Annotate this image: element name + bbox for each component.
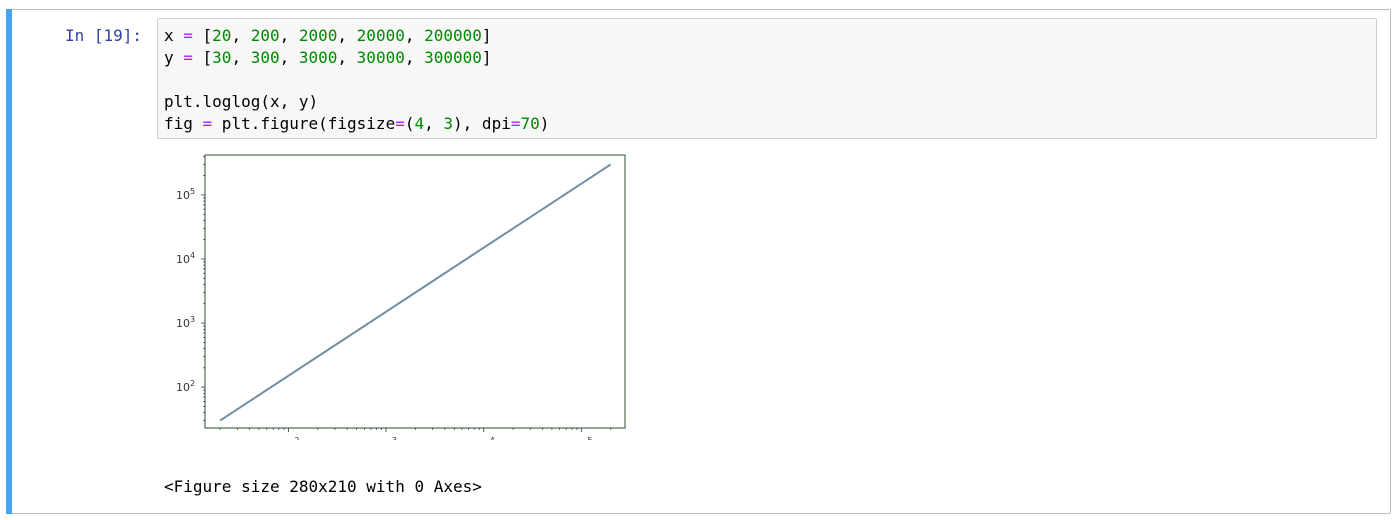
y-tick-base: 10 <box>176 253 190 266</box>
code-operator: = <box>183 48 193 67</box>
y-tick-exponent: 5 <box>190 187 195 196</box>
code-number: 20 <box>212 26 232 45</box>
input-prompt: In [19]: <box>65 26 143 45</box>
x-tick-exponent: 5 <box>587 436 592 440</box>
code-token: x <box>164 26 184 45</box>
x-tick-base: 10 <box>476 438 490 440</box>
code-number: 3000 <box>298 48 338 67</box>
code-token: [ <box>192 26 213 45</box>
x-tick-base: 10 <box>378 438 392 440</box>
code-token: ) <box>539 114 550 133</box>
code-line: x = [20, 200, 2000, 20000, 200000] <box>164 25 1376 47</box>
x-tick-base: 10 <box>280 438 294 440</box>
y-tick-base: 10 <box>176 381 190 394</box>
y-tick-exponent: 3 <box>190 315 195 324</box>
code-number: 70 <box>520 114 540 133</box>
loglog-chart: 102103104105102103104105 <box>176 154 626 451</box>
x-tick-label: 105 <box>573 436 592 440</box>
code-token: , <box>404 48 425 67</box>
plot-output: 102103104105102103104105 <box>159 150 639 451</box>
code-token: ] <box>481 26 492 45</box>
code-operator: = <box>395 114 405 133</box>
code-operator: = <box>202 114 213 133</box>
y-tick-label: 102 <box>176 379 195 394</box>
code-text[interactable]: x = [20, 200, 2000, 20000, 200000] y = [3… <box>158 19 1376 135</box>
code-number: 200000 <box>424 26 482 45</box>
code-token: , <box>231 48 251 67</box>
code-token: , <box>337 48 357 67</box>
code-line: plt.loglog(x, y) <box>164 91 1376 113</box>
code-number: 2000 <box>298 26 338 45</box>
code-input[interactable]: x = [20, 200, 2000, 20000, 200000] y = [3… <box>157 18 1377 139</box>
y-tick-label: 103 <box>176 315 195 330</box>
code-token: fig <box>164 114 203 133</box>
x-tick-label: 102 <box>280 436 299 440</box>
code-line <box>164 69 1376 91</box>
code-operator: = <box>183 26 193 45</box>
y-tick-base: 10 <box>176 189 190 202</box>
code-token: , <box>279 26 299 45</box>
code-number: 30000 <box>356 48 405 67</box>
y-tick-exponent: 4 <box>190 251 195 260</box>
code-number: 300 <box>250 48 280 67</box>
code-number: 20000 <box>356 26 405 45</box>
x-tick-base: 10 <box>573 438 587 440</box>
code-token: ( <box>404 114 415 133</box>
code-number: 300000 <box>424 48 482 67</box>
y-tick-label: 104 <box>176 251 195 266</box>
code-token: , <box>231 26 251 45</box>
code-number: 3 <box>443 114 454 133</box>
code-token: y <box>164 48 184 67</box>
series-line <box>219 163 612 422</box>
code-number: 30 <box>212 48 232 67</box>
code-number: 4 <box>414 114 425 133</box>
code-line: fig = plt.figure(figsize=(4, 3), dpi=70) <box>164 113 1376 135</box>
code-token: , <box>279 48 299 67</box>
x-tick-exponent: 2 <box>294 436 299 440</box>
figure-output-text: <Figure size 280x210 with 0 Axes> <box>164 477 482 496</box>
code-token: plt.loglog(x, y) <box>164 92 319 111</box>
y-tick-base: 10 <box>176 317 190 330</box>
code-token: [ <box>192 48 213 67</box>
code-token: ), dpi <box>453 114 511 133</box>
code-token: ] <box>481 48 492 67</box>
code-operator: = <box>510 114 521 133</box>
code-token: , <box>424 114 444 133</box>
x-tick-exponent: 4 <box>490 436 495 440</box>
code-line: y = [30, 300, 3000, 30000, 300000] <box>164 47 1376 69</box>
code-token: , <box>337 26 357 45</box>
cell-selection-bar <box>6 9 12 514</box>
x-tick-label: 104 <box>476 436 495 440</box>
x-tick-exponent: 3 <box>392 436 397 440</box>
y-tick-label: 105 <box>176 187 195 202</box>
y-tick-exponent: 2 <box>190 379 195 388</box>
x-tick-label: 103 <box>378 436 397 440</box>
code-number: 200 <box>250 26 280 45</box>
code-token: plt.figure(figsize <box>212 114 396 133</box>
code-token: , <box>404 26 425 45</box>
